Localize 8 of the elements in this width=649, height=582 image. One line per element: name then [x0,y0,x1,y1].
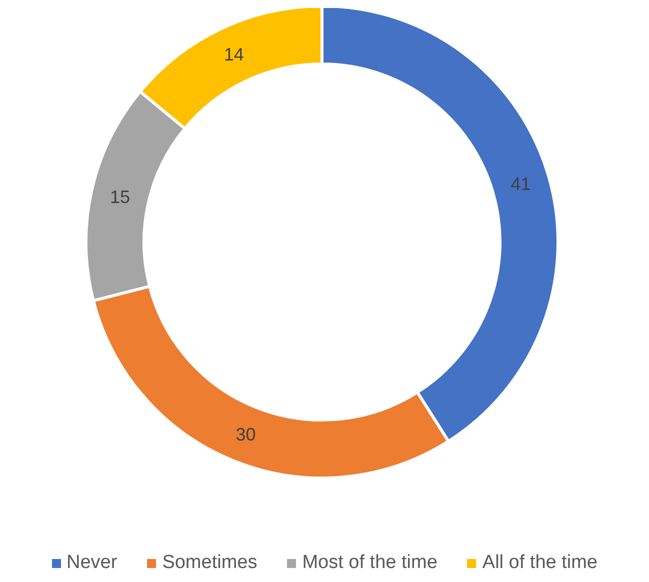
legend-label: Most of the time [301,552,438,574]
data-label: 14 [224,44,244,65]
legend-label: Sometimes [161,552,258,574]
data-label: 15 [110,186,130,207]
legend-label: All of the time [481,552,598,574]
legend-label: Never [66,552,118,574]
data-label: 41 [510,174,531,194]
data-label: 30 [236,424,256,444]
